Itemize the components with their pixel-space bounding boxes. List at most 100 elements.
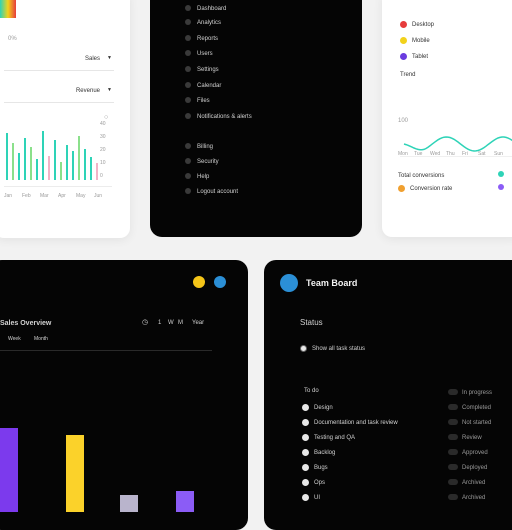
menu-item-label: Notifications & alerts <box>197 114 252 120</box>
task-item[interactable]: Backlog <box>302 449 432 458</box>
status-toggle-icon[interactable] <box>448 419 458 425</box>
status-toggle-icon[interactable] <box>448 464 458 470</box>
task-checkbox-icon[interactable] <box>302 434 309 441</box>
chart-bar <box>78 136 80 180</box>
status-item: Completed <box>448 403 512 412</box>
task-checkbox-icon[interactable] <box>302 464 309 471</box>
chart-bar <box>6 133 8 180</box>
menu-item[interactable]: Analytics <box>185 18 335 27</box>
menu-item[interactable]: Logout account <box>185 187 335 196</box>
x-axis-line <box>400 156 512 157</box>
task-item[interactable]: Testing and QA <box>302 434 432 443</box>
bullet-icon <box>185 143 191 149</box>
task-checkbox-icon[interactable] <box>302 404 309 411</box>
bullet-icon <box>185 35 191 41</box>
bullet-icon <box>185 113 191 119</box>
task-label: UI <box>314 495 320 501</box>
legend-swatch-icon <box>400 37 407 44</box>
chart-bar <box>96 163 98 180</box>
menu-item-label: Files <box>197 98 210 104</box>
menu-item[interactable]: Help <box>185 172 335 181</box>
summary-label: Total conversions <box>398 173 445 179</box>
chart-bar <box>60 162 62 180</box>
trend-axis-label: Sun <box>494 151 503 157</box>
bullet-icon <box>185 173 191 179</box>
task-checkbox-icon[interactable] <box>302 419 309 426</box>
status-toggle-icon[interactable] <box>448 434 458 440</box>
status-toggle-icon[interactable] <box>448 479 458 485</box>
task-item[interactable]: Ops <box>302 479 432 488</box>
purple-indicator-icon <box>498 184 504 190</box>
divider <box>4 70 114 71</box>
period-tab[interactable]: Week <box>8 336 21 342</box>
sales-select-value: Sales <box>84 56 100 62</box>
status-toggle-icon[interactable] <box>448 449 458 455</box>
status-label: Completed <box>462 405 492 411</box>
period-tab[interactable]: Month <box>34 336 48 342</box>
legend-item: Desktop <box>400 20 460 29</box>
task-checkbox-icon[interactable] <box>302 494 309 501</box>
performance-title: Sales Overview <box>0 320 52 327</box>
menu-item[interactable]: Billing <box>185 142 335 151</box>
task-checkbox-icon[interactable] <box>302 449 309 456</box>
task-card: Team Board Status Show all task status T… <box>264 260 512 530</box>
trend-axis-label: Thu <box>446 151 455 157</box>
show-all-option[interactable]: Show all task status <box>300 344 440 354</box>
yellow-action-icon[interactable] <box>193 276 205 288</box>
status-toggle-icon[interactable] <box>448 389 458 395</box>
menu-item-label: Logout account <box>197 189 239 195</box>
chart-bar <box>66 145 68 180</box>
sales-select[interactable]: Sales ▼ <box>4 52 114 66</box>
color-strip <box>0 0 16 18</box>
chart-bar <box>12 143 14 180</box>
task-item[interactable]: UI <box>302 494 432 503</box>
task-label: Design <box>314 405 333 411</box>
task-item[interactable]: Documentation and task review <box>302 419 432 428</box>
period-control-button[interactable]: Year <box>192 320 205 326</box>
legend-label: Desktop <box>412 22 435 28</box>
legend-swatch-icon <box>400 21 407 28</box>
period-control-button[interactable]: M <box>178 320 183 326</box>
chart-bar <box>18 153 20 180</box>
clock-icon[interactable]: ◷ <box>142 319 149 326</box>
chart-bar <box>84 149 86 180</box>
period-control-button[interactable]: W <box>168 320 174 326</box>
legend-item: Mobile <box>400 36 460 45</box>
menu-item[interactable]: Notifications & alerts <box>185 112 335 121</box>
chart-bar <box>90 157 92 180</box>
status-item: Not started <box>448 418 512 427</box>
menu-item[interactable]: Settings <box>185 65 335 74</box>
chart-bar <box>66 435 84 512</box>
revenue-select[interactable]: Revenue ▼ <box>4 84 114 98</box>
menu-item[interactable]: Security <box>185 157 335 166</box>
chart-bar <box>54 140 56 180</box>
status-toggle-icon[interactable] <box>448 494 458 500</box>
task-checkbox-icon[interactable] <box>302 479 309 486</box>
bullet-icon <box>185 97 191 103</box>
chart-bar <box>48 156 50 180</box>
menu-item[interactable]: Users <box>185 49 335 58</box>
trend-axis-label: 100 <box>398 118 409 124</box>
task-item[interactable]: Design <box>302 404 432 413</box>
status-item: Deployed <box>448 463 512 472</box>
status-label: Approved <box>462 450 488 456</box>
chart-bar <box>0 428 18 512</box>
chart-bar <box>24 138 26 180</box>
menu-item[interactable]: Dashboard <box>185 4 335 13</box>
menu-item[interactable]: Calendar <box>185 81 335 90</box>
menu-item[interactable]: Files <box>185 96 335 105</box>
legend-item: Tablet <box>400 52 460 61</box>
menu-item[interactable]: Reports <box>185 34 335 43</box>
bullet-icon <box>185 19 191 25</box>
y-axis-label: 30 <box>100 134 106 140</box>
chart-bar <box>120 495 138 512</box>
revenue-select-value: Revenue <box>75 88 100 94</box>
task-item[interactable]: Bugs <box>302 464 432 473</box>
trend-title: Trend <box>400 72 416 78</box>
chart-bar <box>72 151 74 180</box>
blue-action-icon[interactable] <box>214 276 226 288</box>
status-toggle-icon[interactable] <box>448 404 458 410</box>
summary-value: Conversion rate <box>410 186 453 192</box>
chart-bar <box>176 491 194 512</box>
period-control-button[interactable]: 1 <box>158 320 162 326</box>
